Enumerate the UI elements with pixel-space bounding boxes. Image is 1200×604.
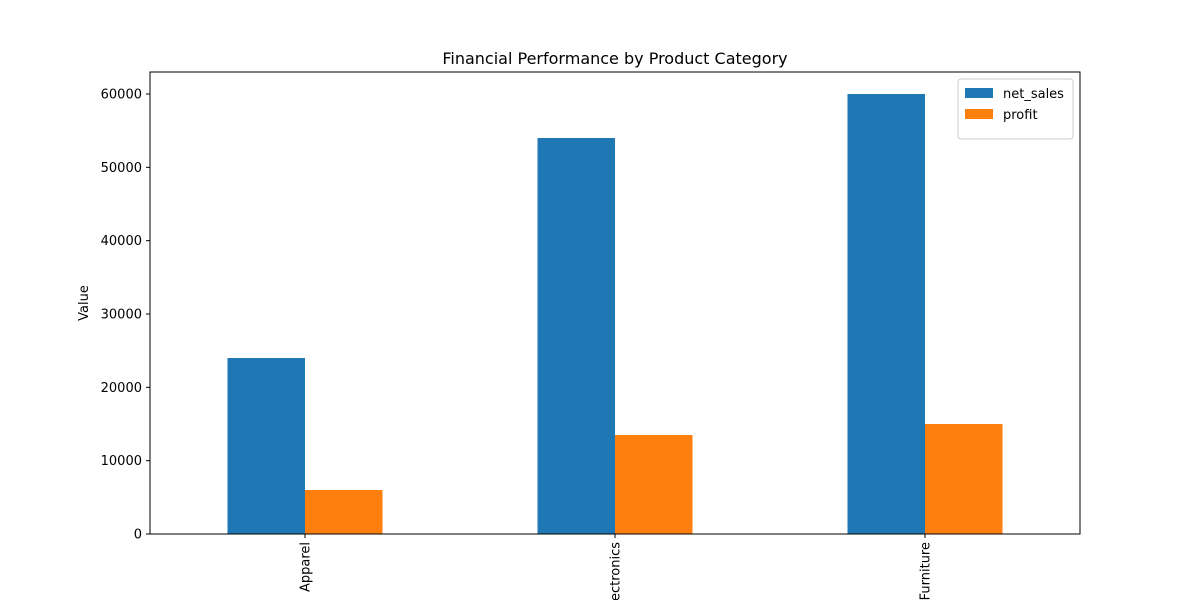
chart-title: Financial Performance by Product Categor… <box>442 49 787 68</box>
y-tick-label: 0 <box>134 528 142 543</box>
y-tick-label: 50000 <box>101 161 142 176</box>
legend-label-net_sales: net_sales <box>1003 87 1064 102</box>
x-tick-label-electronics: Electronics <box>609 542 624 600</box>
x-tick-label-furniture: Furniture <box>919 542 934 600</box>
legend-swatch-net_sales <box>965 88 993 98</box>
bar-profit-furniture <box>925 424 1003 534</box>
x-axis: Apparel Electronics Furniture <box>299 534 934 600</box>
y-tick-label: 40000 <box>101 234 142 249</box>
bars-layer <box>227 94 1003 534</box>
y-tick-label: 60000 <box>101 88 142 103</box>
y-tick-label: 10000 <box>101 454 142 469</box>
bar-profit-electronics <box>615 435 693 534</box>
y-axis-label: Value <box>77 285 92 321</box>
bar-net_sales-electronics <box>537 138 615 534</box>
y-tick-label: 30000 <box>101 308 142 323</box>
plot-frame <box>149 71 1081 535</box>
bar-profit-apparel <box>305 490 383 534</box>
legend-swatch-profit <box>965 109 993 119</box>
bar-net_sales-apparel <box>227 358 305 534</box>
y-axis: 0 10000 20000 30000 40000 50000 60000 <box>101 88 150 543</box>
y-tick-label: 20000 <box>101 381 142 396</box>
legend-label-profit: profit <box>1003 108 1038 123</box>
bar-net_sales-furniture <box>847 94 925 534</box>
x-tick-label-apparel: Apparel <box>299 542 314 592</box>
